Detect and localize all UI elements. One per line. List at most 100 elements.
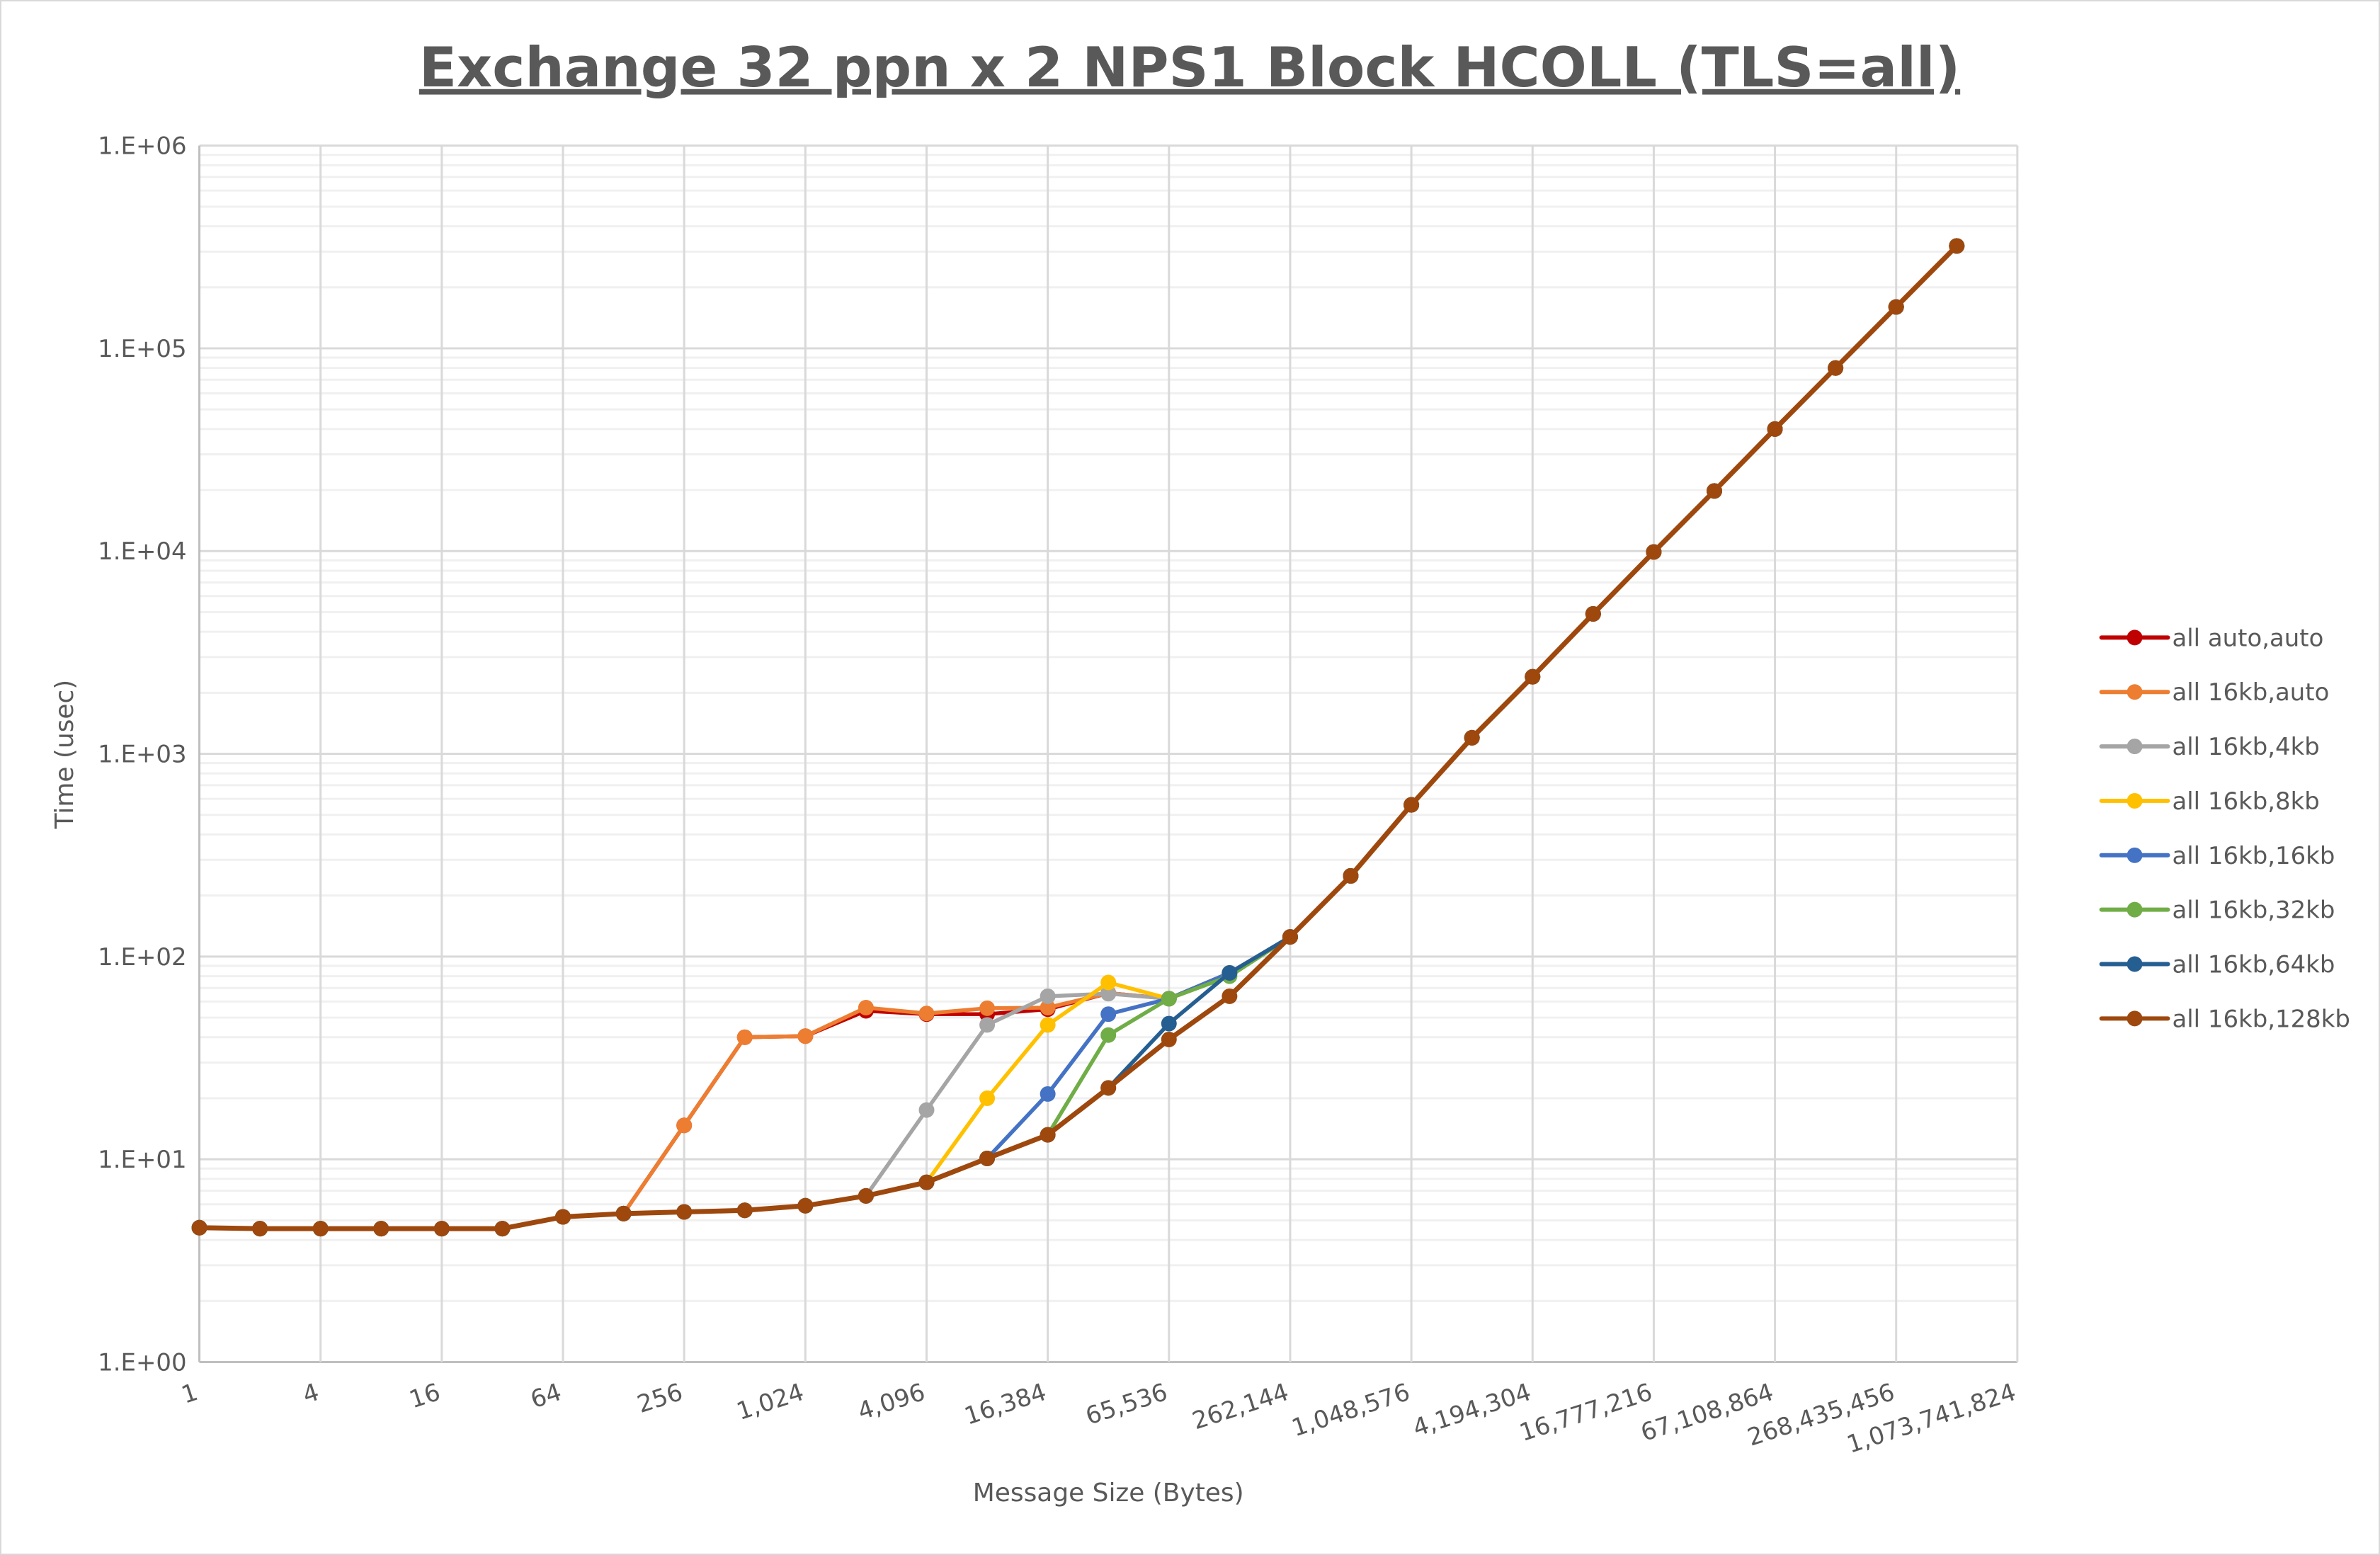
data-point <box>1767 421 1783 437</box>
legend-marker-icon <box>2126 1010 2143 1027</box>
x-tick-label: 65,536 <box>1083 1379 1171 1431</box>
x-axis-label: Message Size (Bytes) <box>973 1479 1244 1508</box>
series-line <box>199 244 1959 1231</box>
data-point <box>1949 238 1965 254</box>
legend-label: all 16kb,128kb <box>2172 1006 2350 1033</box>
legend-marker-icon <box>2126 792 2143 809</box>
data-point <box>494 1221 511 1237</box>
data-point <box>1585 605 1601 622</box>
data-point <box>1100 974 1117 991</box>
legend-item: all 16kb,32kb <box>2099 897 2335 925</box>
x-tick-label: 4 <box>300 1379 323 1410</box>
chart-title: Exchange 32 ppn x 2 NPS1 Block HCOLL (TL… <box>419 36 1960 100</box>
data-point <box>918 1102 935 1118</box>
data-point <box>312 1221 329 1237</box>
data-point <box>797 1028 814 1044</box>
y-tick-label: 1.E+05 <box>98 336 186 363</box>
legend-item: all 16kb,4kb <box>2099 734 2320 761</box>
legend-item: all 16kb,128kb <box>2099 1006 2350 1033</box>
data-point <box>858 999 874 1015</box>
data-point <box>1707 483 1722 499</box>
y-tick-label: 1.E+06 <box>98 133 186 161</box>
legend-label: all 16kb,4kb <box>2172 734 2319 761</box>
series-all-16kb-128kb <box>191 238 1965 1237</box>
legend-label: all 16kb,auto <box>2172 679 2329 707</box>
y-axis-label: Time (usec) <box>50 680 79 830</box>
legend-marker-icon <box>2126 630 2143 646</box>
legend-item: all 16kb,8kb <box>2099 788 2320 816</box>
legend-marker-icon <box>2126 901 2143 918</box>
data-point <box>433 1221 450 1237</box>
legend-label: all 16kb,16kb <box>2172 843 2335 870</box>
data-point <box>1888 299 1904 315</box>
data-point <box>979 1090 996 1106</box>
data-point <box>736 1029 753 1045</box>
legend-label: all 16kb,64kb <box>2172 951 2335 979</box>
data-point <box>1343 867 1359 884</box>
data-point <box>555 1209 571 1225</box>
data-point <box>1646 544 1662 560</box>
data-point <box>1525 668 1541 685</box>
x-tick-label: 4,194,304 <box>1410 1379 1535 1442</box>
data-point <box>676 1204 693 1220</box>
x-tick-label: 16,384 <box>961 1379 1049 1431</box>
data-point <box>1100 1027 1117 1043</box>
data-point <box>918 1006 935 1022</box>
legend-label: all auto,auto <box>2172 625 2323 652</box>
y-tick-label: 1.E+01 <box>98 1146 186 1174</box>
data-point <box>1161 991 1177 1007</box>
data-point <box>373 1221 389 1237</box>
legend-item: all 16kb,16kb <box>2099 843 2335 870</box>
data-point <box>1161 1031 1177 1047</box>
x-axis-ticks: 1 4 16 64 256 1,024 4,096 16,384 65,536 262,1441,… <box>178 1379 2020 1459</box>
y-tick-label: 1.E+03 <box>98 741 186 769</box>
data-point <box>1403 797 1420 813</box>
legend-label: all 16kb,8kb <box>2172 788 2319 816</box>
x-tick-label: 1,024 <box>734 1379 807 1426</box>
x-tick-label: 1 <box>178 1379 202 1410</box>
data-point <box>1040 999 1056 1015</box>
data-point <box>1222 965 1238 981</box>
data-point <box>736 1202 753 1219</box>
data-point <box>191 1219 207 1236</box>
data-point <box>1040 988 1056 1004</box>
y-tick-label: 1.E+04 <box>98 538 186 566</box>
data-point <box>1464 729 1480 746</box>
data-point <box>1040 1017 1056 1033</box>
series-all-16kb-32kb <box>191 238 1965 1237</box>
data-point <box>252 1221 268 1237</box>
x-tick-label: 16 <box>406 1379 444 1414</box>
legend-marker-icon <box>2126 847 2143 863</box>
data-point <box>918 1174 935 1190</box>
legend-marker-icon <box>2126 956 2143 972</box>
data-point <box>615 1205 632 1221</box>
x-tick-label: 256 <box>634 1379 686 1419</box>
legend: all auto,auto all 16kb,auto all 16kb,4kb al… <box>2099 625 2350 1033</box>
x-tick-label: 64 <box>528 1379 565 1414</box>
data-point <box>1222 988 1238 1004</box>
data-point <box>1040 1086 1056 1102</box>
data-point <box>1100 1080 1117 1096</box>
legend-label: all 16kb,32kb <box>2172 897 2335 925</box>
data-point <box>1100 986 1117 1002</box>
x-tick-label: 16,777,216 <box>1516 1379 1656 1447</box>
legend-item: all 16kb,auto <box>2099 679 2329 707</box>
legend-item: all auto,auto <box>2099 625 2323 652</box>
data-point <box>1282 929 1298 945</box>
legend-marker-icon <box>2126 684 2143 700</box>
data-point <box>979 1000 996 1016</box>
x-tick-label: 262,144 <box>1189 1379 1292 1435</box>
data-point <box>979 1017 996 1033</box>
data-point <box>1161 1015 1177 1032</box>
data-point <box>676 1117 693 1134</box>
y-tick-label: 1.E+02 <box>98 944 186 972</box>
y-tick-label: 1.E+00 <box>98 1349 186 1377</box>
data-point <box>797 1197 814 1214</box>
data-point <box>858 1187 874 1204</box>
data-point <box>979 1150 996 1166</box>
data-point <box>1040 1127 1056 1143</box>
x-tick-label: 4,096 <box>855 1379 928 1426</box>
x-tick-label: 1,048,576 <box>1289 1379 1413 1442</box>
grid <box>198 144 2019 1363</box>
